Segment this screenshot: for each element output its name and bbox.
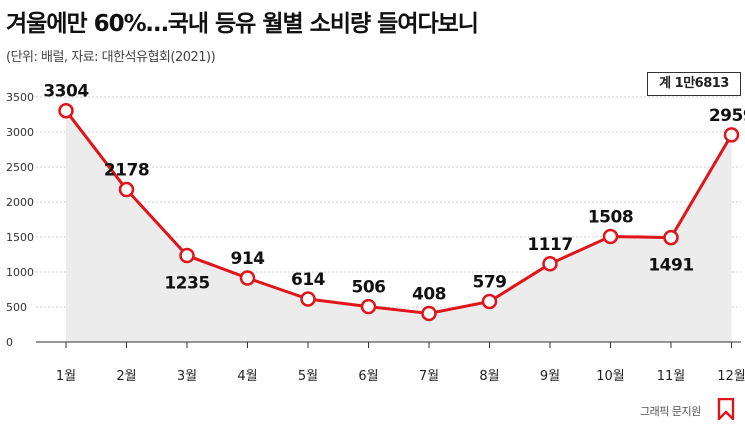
data-point [300, 291, 316, 307]
data-label: 408 [412, 284, 446, 304]
credit-text: 그래픽 문지원 [640, 405, 701, 418]
chart-subtitle: (단위: 배럴, 자료: 대한석유협회(2021)) [6, 50, 216, 65]
data-label: 1117 [527, 235, 572, 255]
x-tick-label: 7월 [419, 369, 439, 384]
x-tick-label: 10월 [596, 369, 625, 384]
data-point [481, 293, 498, 310]
data-label: 579 [473, 272, 507, 292]
data-label: 2178 [104, 161, 149, 181]
x-tick-label: 3월 [177, 369, 197, 384]
data-point [179, 247, 195, 264]
y-tick-label: 500 [6, 301, 27, 314]
data-label: 614 [291, 270, 326, 290]
publisher-logo-icon [717, 398, 735, 420]
x-tick-label: 11월 [657, 369, 686, 384]
data-label: 1508 [588, 207, 633, 227]
data-label: 2959 [709, 106, 745, 126]
y-tick-label: 3000 [6, 126, 34, 139]
data-point [239, 270, 256, 286]
data-point [663, 229, 679, 246]
data-point [360, 298, 377, 315]
y-tick-label: 2000 [6, 196, 34, 209]
data-label: 506 [352, 278, 386, 298]
x-tick-label: 8월 [479, 369, 499, 384]
area-fill [66, 110, 732, 342]
x-tick-label: 9월 [540, 369, 560, 384]
data-label: 3304 [43, 82, 89, 102]
data-point [58, 102, 74, 119]
x-tick-label: 2월 [116, 369, 136, 384]
x-tick-label: 5월 [298, 369, 318, 384]
data-label: 1491 [648, 256, 693, 276]
data-point [602, 228, 619, 245]
y-tick-label: 1000 [6, 266, 34, 279]
data-point [118, 181, 135, 198]
x-tick-label: 6월 [358, 369, 378, 384]
data-label: 914 [231, 249, 266, 269]
data-label: 1235 [164, 274, 209, 294]
x-tick-label: 12월 [717, 369, 745, 384]
y-tick-label: 1500 [6, 231, 34, 244]
y-tick-label: 3500 [6, 91, 34, 104]
series-line [64, 109, 733, 315]
total-label: 계 1만6813 [647, 72, 741, 96]
data-point [542, 256, 558, 272]
data-point [421, 305, 437, 322]
chart-title: 겨울에만 60%…국내 등유 월별 소비량 들여다보니 [6, 11, 479, 37]
x-tick-label: 4월 [237, 369, 257, 384]
y-tick-label: 0 [6, 336, 13, 349]
y-tick-label: 2500 [6, 161, 34, 174]
x-tick-label: 1월 [56, 369, 76, 384]
data-point [723, 127, 740, 143]
